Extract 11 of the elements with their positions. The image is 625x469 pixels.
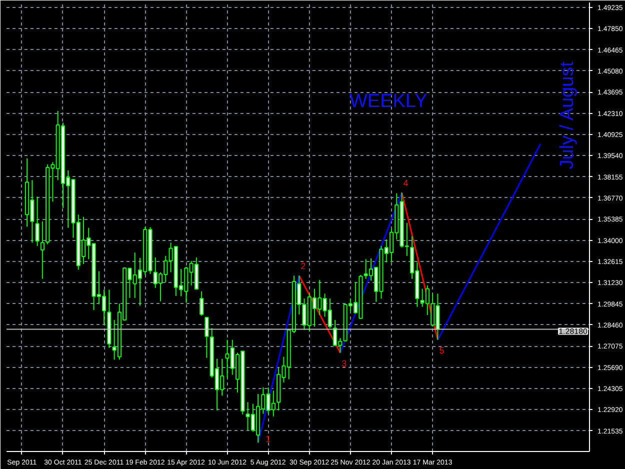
candlestick: [40, 220, 44, 280]
annotation: 1: [266, 434, 271, 444]
ref-line-label: 1.28180: [558, 327, 588, 336]
annotation: WEEKLY: [349, 90, 428, 112]
candlestick: [35, 196, 40, 246]
candlestick: [200, 290, 204, 316]
annotation: 3: [342, 358, 347, 368]
annotation: 2: [300, 261, 306, 272]
annotation: 5: [439, 345, 444, 356]
annotation: 4: [403, 178, 408, 188]
annotation: July / August: [556, 60, 578, 170]
